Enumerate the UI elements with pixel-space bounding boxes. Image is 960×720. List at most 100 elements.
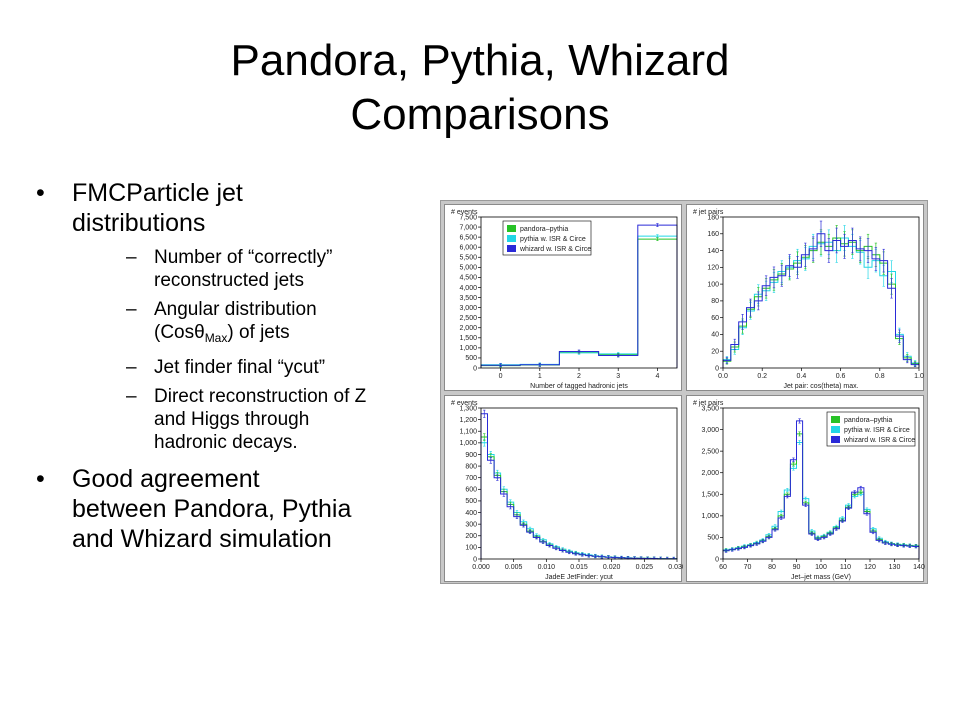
y-tick-label: 20 <box>711 349 719 356</box>
sub-bullet-list: Number of “correctly” reconstructed jets… <box>72 246 432 454</box>
x-tick-label: 0.030 <box>668 564 683 571</box>
bullet-text-line: FMCParticle jet <box>72 179 243 207</box>
sub-bullet-text-line: Angular distribution <box>154 299 317 320</box>
bullet-agreement: Good agreement between Pandora, Pythia a… <box>32 464 432 554</box>
y-tick-label: 1,100 <box>459 429 477 436</box>
x-tick-label: 140 <box>913 564 925 571</box>
y-tick-label: 7,500 <box>459 214 477 221</box>
y-tick-label: 1,200 <box>459 417 477 424</box>
y-tick-label: 5,000 <box>459 265 477 272</box>
y-tick-label: 3,000 <box>701 427 719 434</box>
y-tick-label: 3,000 <box>459 305 477 312</box>
series-line <box>722 442 920 559</box>
y-tick-label: 2,500 <box>459 315 477 322</box>
plot-cos-theta: 0 20 40 60 80 100 120 140 160 180 0.0 0.2 0.4 0.6 0.8 1… <box>686 204 924 391</box>
legend-label: whizard w. ISR & Circe <box>519 246 591 253</box>
bullet-text-line: Good agreement <box>72 465 260 493</box>
y-tick-label: 800 <box>465 463 477 470</box>
legend-label: pandora–pythia <box>844 417 892 424</box>
plot-frame <box>480 407 678 560</box>
x-tick-label: 0.015 <box>570 564 588 571</box>
y-tick-label: 140 <box>707 248 719 255</box>
y-tick-label: 4,000 <box>459 285 477 292</box>
title-line-2: Comparisons <box>350 90 610 139</box>
legend-swatch <box>507 225 516 232</box>
y-tick-label: 60 <box>711 315 719 322</box>
x-tick-label: 2 <box>577 373 581 380</box>
chart-svg: 0 20 40 60 80 100 120 140 160 180 0.0 0.2 0.4 0.6 0.8 1… <box>693 209 924 390</box>
of-jets-text: ) of jets <box>227 322 290 343</box>
x-tick-label: 1.0 <box>914 373 924 380</box>
y-tick-label: 1,500 <box>459 335 477 342</box>
y-tick-label: 7,000 <box>459 224 477 231</box>
x-axis-label: JadeE JetFinder: ycut <box>545 574 613 581</box>
sub-bullet-text-line: Number of “correctly” <box>154 247 333 268</box>
series-line <box>480 235 678 368</box>
y-tick-label: 3,500 <box>459 295 477 302</box>
y-tick-label: 40 <box>711 332 719 339</box>
y-tick-label: 100 <box>465 545 477 552</box>
chart-svg: 0 500 1,000 1,500 2,000 2,500 3,000 3,500 4,000 4… <box>451 209 678 390</box>
x-tick-label: 0.0 <box>718 373 728 380</box>
series-line <box>480 413 678 560</box>
sub-bullet-direct-reco: Direct reconstruction of Z and Higgs thr… <box>72 385 432 454</box>
plot-frame <box>480 216 678 369</box>
legend-label: pythia w. ISR & Circe <box>844 427 910 434</box>
y-tick-label: 6,500 <box>459 234 477 241</box>
y-tick-label: 5,500 <box>459 255 477 262</box>
y-tick-label: 1,500 <box>701 492 719 499</box>
y-tick-label: 180 <box>707 214 719 221</box>
plot-ycut: 0 100 200 300 400 500 600 700 800 900 1,000 1,100 1,… <box>444 395 683 582</box>
chart-svg: 0 100 200 300 400 500 600 700 800 900 1,000 1,100 1,… <box>451 400 683 581</box>
legend-box <box>502 220 592 256</box>
x-tick-label: 0 <box>499 373 503 380</box>
x-tick-label: 0.020 <box>603 564 621 571</box>
y-tick-label: 300 <box>465 521 477 528</box>
x-tick-label: 100 <box>815 564 827 571</box>
x-axis-label: Jet pair: cos(theta) max. <box>783 383 858 390</box>
series-line <box>722 237 920 368</box>
y-tick-label: 1,000 <box>701 513 719 520</box>
legend-label: whizard w. ISR & Circe <box>843 437 915 444</box>
x-tick-label: 0.6 <box>836 373 846 380</box>
y-tick-label: 500 <box>707 535 719 542</box>
y-axis-label: # events <box>451 209 478 216</box>
y-tick-label: 6,000 <box>459 245 477 252</box>
x-tick-label: 4 <box>655 373 659 380</box>
y-tick-label: 3,500 <box>701 405 719 412</box>
series-line <box>480 238 678 368</box>
sub-bullet-text-line: reconstructed jets <box>154 270 304 291</box>
x-axis-label: Number of tagged hadronic jets <box>530 383 628 390</box>
y-tick-label: 0 <box>473 556 477 563</box>
x-tick-label: 0.005 <box>505 564 523 571</box>
x-tick-label: 3 <box>616 373 620 380</box>
y-tick-label: 100 <box>707 281 719 288</box>
x-tick-label: 70 <box>744 564 752 571</box>
x-tick-label: 60 <box>719 564 727 571</box>
sub-bullet-text-line: hadronic decays. <box>154 432 298 453</box>
bullet-list: FMCParticle jet distributions Number of … <box>32 178 432 568</box>
y-tick-label: 120 <box>707 265 719 272</box>
y-axis-label: # jet pairs <box>693 400 724 407</box>
cos-theta-text: (Cosθ <box>154 322 205 343</box>
bullet-fmcparticle: FMCParticle jet distributions Number of … <box>32 178 432 454</box>
legend-swatch <box>507 235 516 242</box>
sub-bullet-angular: Angular distribution (CosθMax) of jets <box>72 298 432 350</box>
legend-swatch <box>831 416 840 423</box>
sub-bullet-jet-count: Number of “correctly” reconstructed jets <box>72 246 432 292</box>
legend-label: pandora–pythia <box>520 226 568 233</box>
legend-swatch <box>831 426 840 433</box>
x-tick-label: 120 <box>864 564 876 571</box>
plot-grid: 0 500 1,000 1,500 2,000 2,500 3,000 3,500 4,000 4… <box>440 200 928 584</box>
x-tick-label: 0.8 <box>875 373 885 380</box>
chart-svg: 0 500 1,000 1,500 2,000 2,500 3,000 3,500 60 70 80… <box>693 400 925 581</box>
series-line <box>722 237 920 368</box>
y-tick-label: 1,000 <box>459 440 477 447</box>
sub-bullet-text-line: (CosθMax) of jets <box>154 321 432 350</box>
series-line <box>480 436 678 560</box>
sub-bullet-text-line: Direct reconstruction of Z <box>154 386 367 407</box>
sub-bullet-text-line: and Higgs through <box>154 409 310 430</box>
series-line <box>722 420 920 559</box>
y-tick-label: 2,000 <box>459 325 477 332</box>
y-tick-label: 4,500 <box>459 275 477 282</box>
